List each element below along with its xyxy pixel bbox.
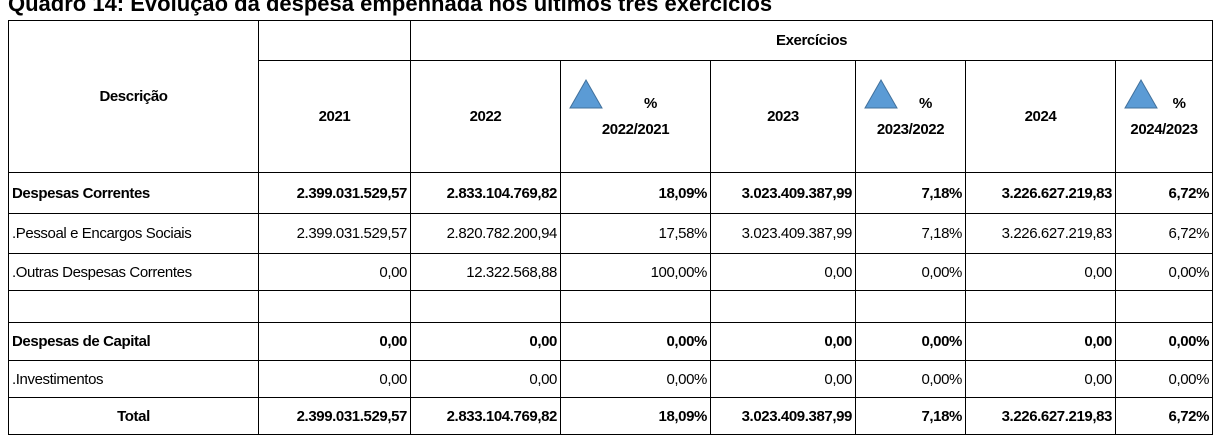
empty-cell <box>855 290 966 323</box>
value-cell: 0,00% <box>855 253 966 291</box>
value-cell: 0,00% <box>855 360 966 398</box>
value-cell: 3.023.409.387,99 <box>710 172 856 214</box>
pct-header: % 2023/2022 <box>855 60 966 173</box>
empty-cell <box>8 290 259 323</box>
pct-header: % 2022/2021 <box>560 60 711 173</box>
value-cell: 0,00 <box>710 322 856 361</box>
value-cell: 17,58% <box>560 213 711 254</box>
empty-cell <box>258 290 411 323</box>
value-cell: 2.399.031.529,57 <box>258 213 411 254</box>
column-header: 2023 <box>710 60 856 173</box>
description-header: Descrição <box>8 20 259 173</box>
header-row: Descrição Exercícios <box>8 20 1214 173</box>
group-header: Exercícios <box>409 20 1214 61</box>
row-label: .Outras Despesas Correntes <box>8 253 259 291</box>
value-cell: 6,72% <box>1114 213 1214 254</box>
value-cell: 0,00% <box>1114 253 1214 291</box>
value-cell: 6,72% <box>1114 172 1214 214</box>
value-cell: 0,00 <box>258 360 411 398</box>
header-row: 2021 2022% 2022/2021 2023% 2023/2022 2024% 202… <box>9 60 1214 173</box>
row-label: .Pessoal e Encargos Sociais <box>8 213 259 254</box>
value-cell: 0,00 <box>965 253 1116 291</box>
value-cell: 0,00 <box>710 253 856 291</box>
empty-cell <box>410 290 561 323</box>
column-header: 2021 <box>258 60 411 173</box>
value-cell: 6,72% <box>1114 397 1214 435</box>
empty-cell <box>1114 290 1214 323</box>
increase-icon <box>1124 79 1158 109</box>
pct-symbol: % <box>644 94 657 112</box>
row-label: .Investimentos <box>8 360 259 398</box>
row-label: Despesas Correntes <box>8 172 259 214</box>
value-cell: 3.023.409.387,99 <box>710 213 856 254</box>
value-cell: 2.399.031.529,57 <box>258 397 411 435</box>
data-row: .Investimentos 0,00 0,00 0,00% 0,00 0,00% 0,00… <box>8 360 1214 398</box>
expense-table: Descrição Exercícios 2021 2022% 2022/2021 2… <box>8 20 1214 435</box>
value-cell: 0,00 <box>410 360 561 398</box>
value-cell: 3.226.627.219,83 <box>965 172 1116 214</box>
value-cell: 0,00 <box>965 322 1116 361</box>
pct-period: 2024/2023 <box>1130 120 1198 138</box>
increase-icon <box>569 79 603 109</box>
pct-period: 2023/2022 <box>876 120 945 138</box>
table-body: Descrição Exercícios 2021 2022% 2022/2021 2… <box>8 20 1214 435</box>
empty-cell <box>965 290 1116 323</box>
data-row: Despesas de Capital 0,00 0,00 0,00% 0,00 0,00… <box>8 322 1214 361</box>
pct-symbol: % <box>1172 94 1186 112</box>
value-cell: 2.833.104.769,82 <box>410 172 561 214</box>
empty-cell <box>710 290 856 323</box>
title: Quadro 14: Evolução da despesa empenhada… <box>8 0 773 16</box>
value-cell: 12.322.568,88 <box>410 253 561 291</box>
value-cell: 18,09% <box>560 397 711 435</box>
value-cell: 2.820.782.200,94 <box>410 213 561 254</box>
value-cell: 2.833.104.769,82 <box>410 397 561 435</box>
value-cell: 7,18% <box>855 213 966 254</box>
value-cell: 3.023.409.387,99 <box>710 397 856 435</box>
value-cell: 0,00 <box>258 253 411 291</box>
data-row: .Outras Despesas Correntes 0,00 12.322.568… <box>8 253 1214 291</box>
value-cell: 0,00 <box>965 360 1116 398</box>
column-header: 2024 <box>965 60 1116 173</box>
value-cell: 0,00% <box>560 322 711 361</box>
increase-icon <box>864 79 898 109</box>
value-cell: 7,18% <box>855 172 966 214</box>
row-label: Despesas de Capital <box>8 322 259 361</box>
value-cell: 2.399.031.529,57 <box>258 172 411 214</box>
value-cell: 0,00 <box>410 322 561 361</box>
value-cell: 0,00% <box>560 360 711 398</box>
value-cell: 0,00% <box>1114 322 1214 361</box>
pct-symbol: % <box>919 94 932 112</box>
pct-header: % 2024/2023 <box>1114 60 1214 173</box>
data-row: .Pessoal e Encargos Sociais 2.399.031.529… <box>8 213 1214 254</box>
value-cell: 100,00% <box>560 253 711 291</box>
blank-row <box>8 290 1214 323</box>
data-row: Despesas Correntes 2.399.031.529,57 2.833.… <box>8 172 1214 214</box>
pct-period: 2022/2021 <box>601 120 670 138</box>
empty-cell <box>560 290 711 323</box>
value-cell: 0,00 <box>258 322 411 361</box>
value-cell: 0,00 <box>710 360 856 398</box>
value-cell: 0,00% <box>855 322 966 361</box>
data-row: Total 2.399.031.529,57 2.833.104.769,82 18,… <box>8 397 1214 435</box>
value-cell: 7,18% <box>855 397 966 435</box>
value-cell: 18,09% <box>560 172 711 214</box>
value-cell: 0,00% <box>1114 360 1214 398</box>
row-label: Total <box>8 397 259 435</box>
column-header: 2022 <box>410 60 561 173</box>
value-cell: 3.226.627.219,83 <box>965 213 1116 254</box>
value-cell: 3.226.627.219,83 <box>965 397 1116 435</box>
empty-cell <box>258 20 411 61</box>
